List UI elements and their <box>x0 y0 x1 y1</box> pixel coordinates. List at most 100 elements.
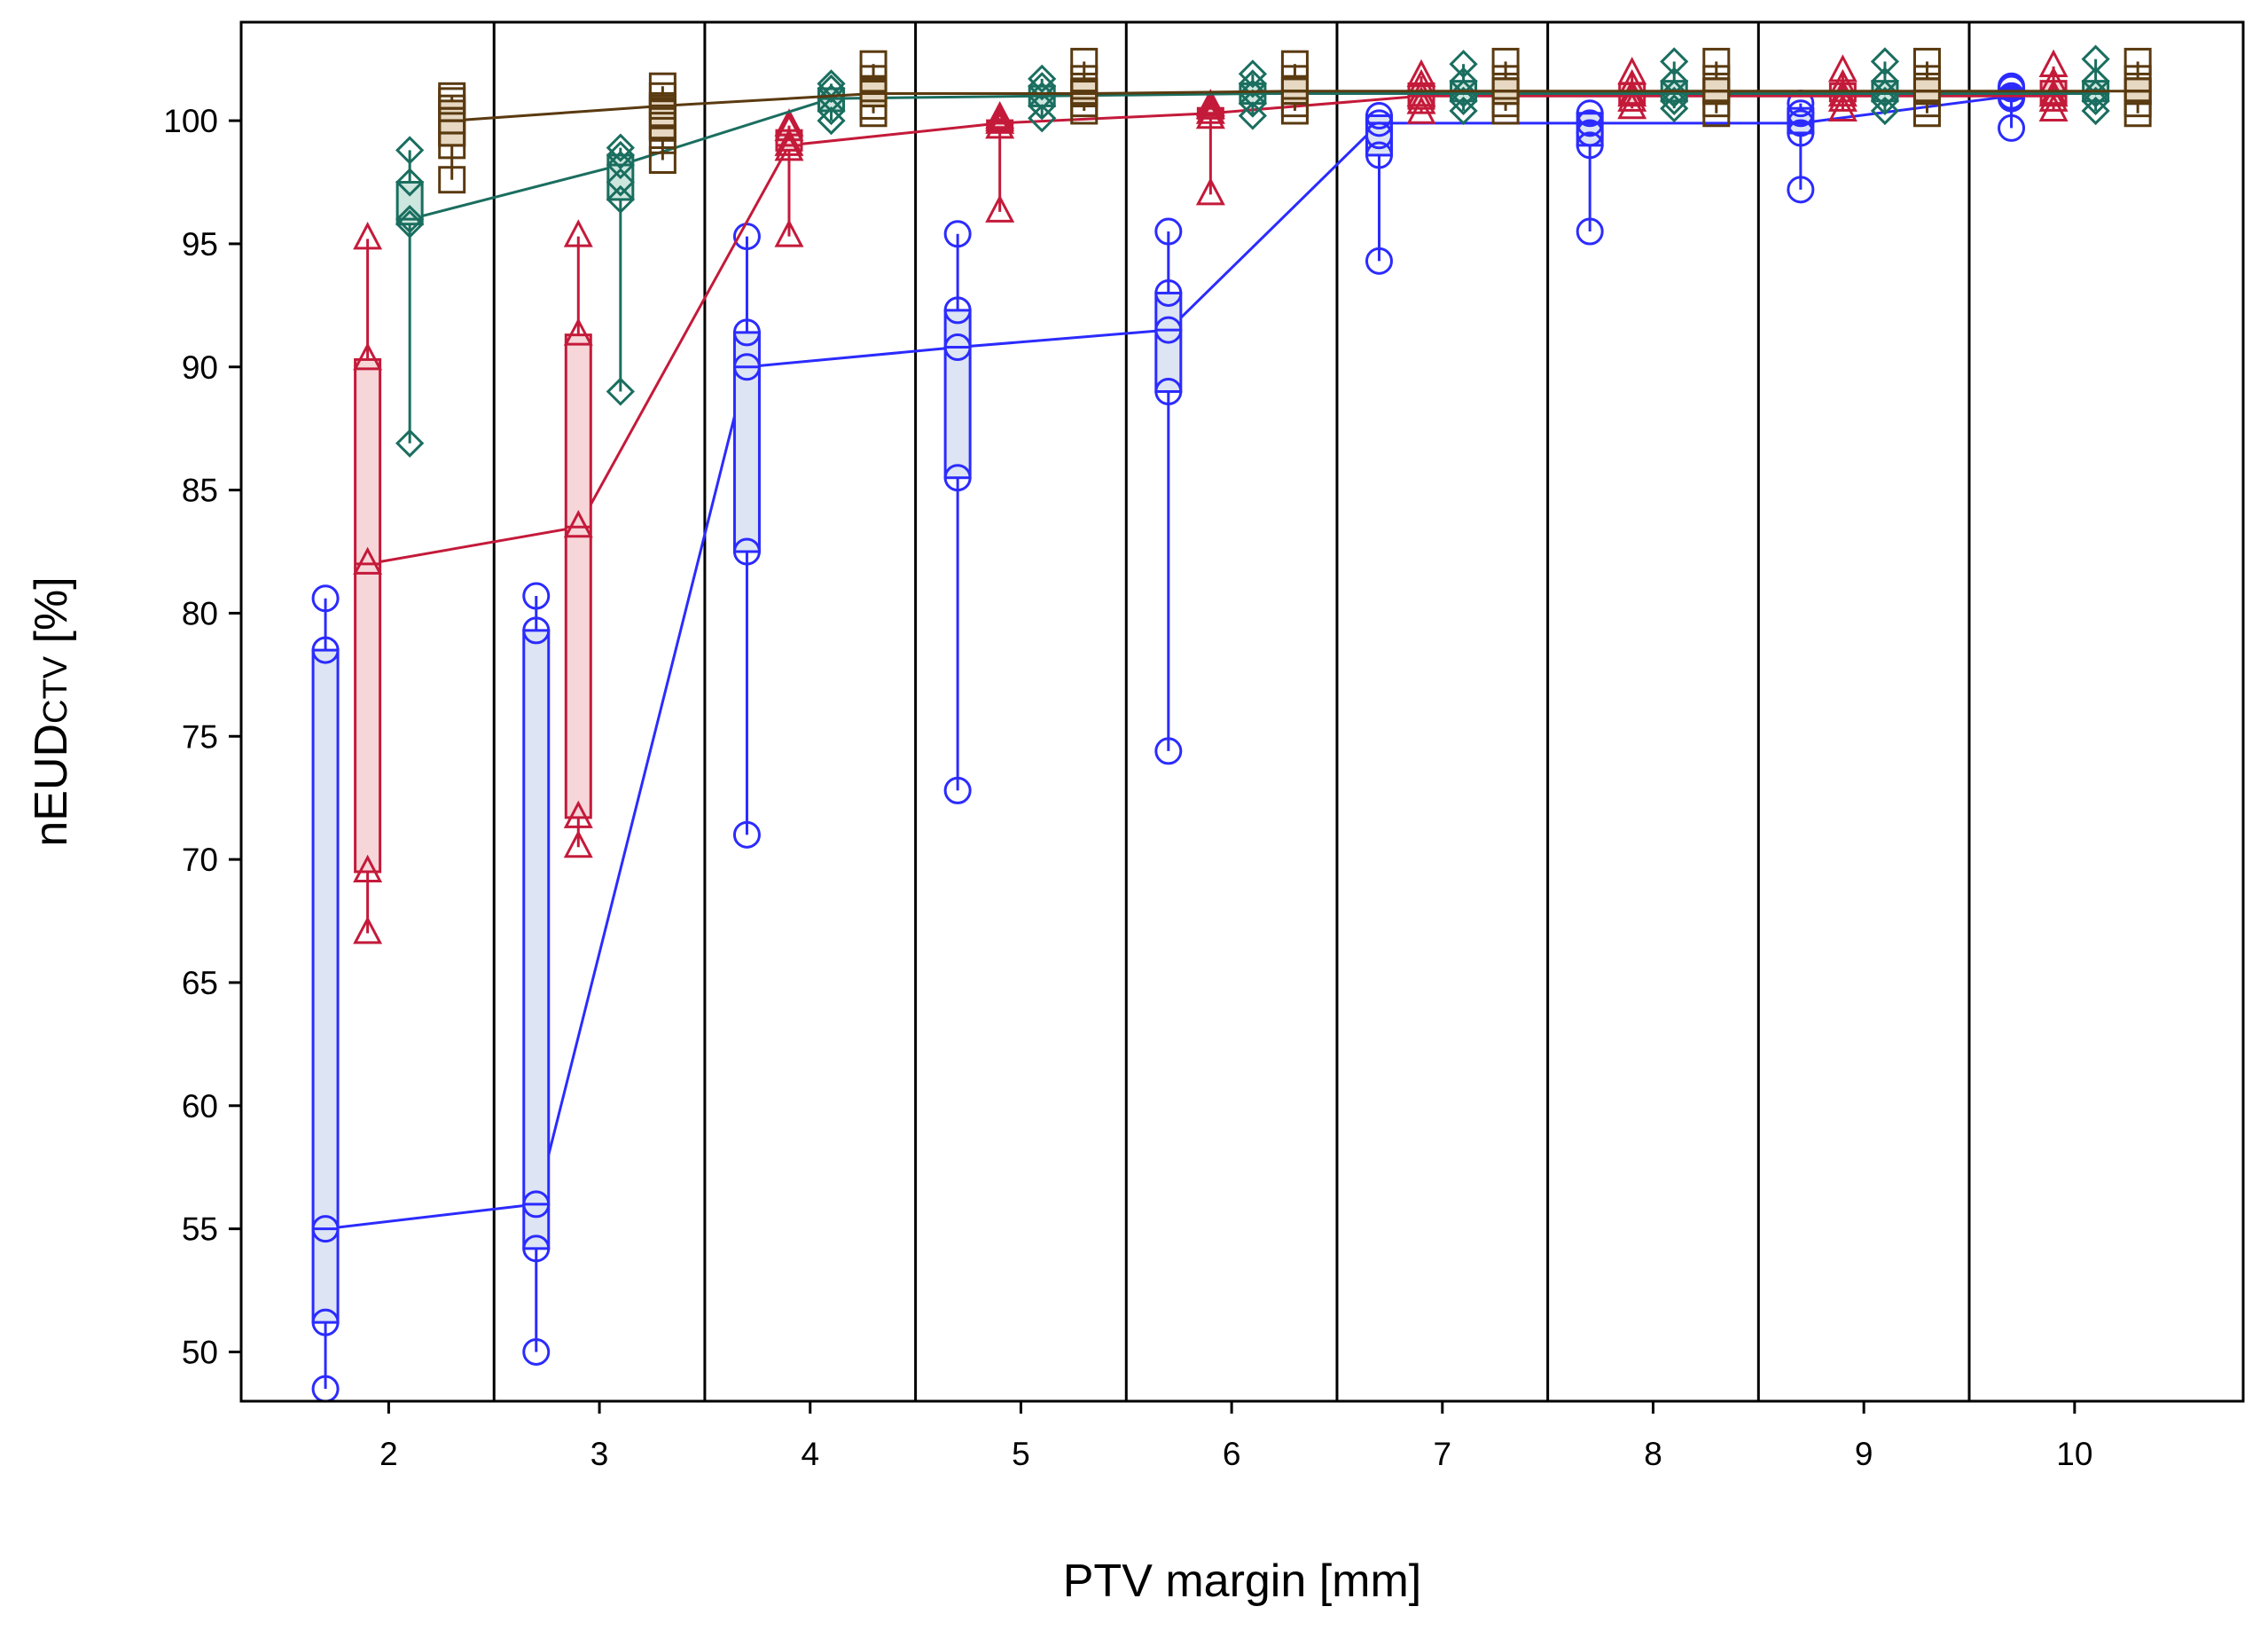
triangle-marker <box>985 100 1015 129</box>
y-axis-title-main: nEUD <box>26 724 77 847</box>
x-axis-title: PTV margin [mm] <box>1063 1556 1422 1607</box>
triangle-marker <box>774 108 804 137</box>
triangle-marker <box>1195 177 1225 206</box>
x-tick-label: 7 <box>1434 1436 1452 1472</box>
diamond-marker <box>1660 47 1689 76</box>
square-marker <box>1491 47 1520 75</box>
y-tick-label: 95 <box>182 226 218 263</box>
y-tick-label: 70 <box>182 842 218 878</box>
circle-marker <box>1787 119 1815 147</box>
square-marker <box>2123 47 2152 75</box>
triangle-marker <box>563 800 593 828</box>
diamond-marker <box>817 74 846 104</box>
triangle-marker <box>353 342 383 371</box>
circle-marker <box>311 1308 340 1336</box>
box <box>311 648 340 1324</box>
triangle-marker <box>1406 86 1436 114</box>
square-marker <box>2123 65 2152 93</box>
plot-frame <box>239 20 2245 1403</box>
box <box>395 180 424 226</box>
diamond-marker <box>1028 64 1057 93</box>
triangle-marker <box>774 128 804 156</box>
square-marker <box>859 80 888 108</box>
circle-marker <box>522 1190 551 1219</box>
circle-marker <box>522 582 551 610</box>
circle-marker <box>1365 121 1393 150</box>
x-tick-label: 5 <box>1012 1436 1030 1472</box>
diamond-marker <box>1449 50 1478 79</box>
circle-marker <box>943 220 972 248</box>
y-axis-title: nEUDCTV [%] <box>26 576 77 846</box>
triangle-marker <box>353 854 383 882</box>
x-tick-label: 10 <box>2056 1436 2092 1472</box>
diamond-marker <box>1870 67 1900 96</box>
triangle-marker <box>985 194 1015 223</box>
square-marker <box>1280 50 1309 78</box>
circle-marker <box>1998 114 2026 142</box>
y-tick-label: 80 <box>182 595 218 631</box>
square-marker <box>648 72 676 100</box>
x-tick-label: 4 <box>801 1436 819 1472</box>
triangle-marker <box>353 222 383 250</box>
y-tick-label: 65 <box>182 965 218 1001</box>
triangle-marker <box>1195 96 1225 124</box>
box <box>522 629 551 1250</box>
x-tick-label: 8 <box>1644 1436 1662 1472</box>
triangle-marker <box>1195 89 1225 117</box>
triangle-marker <box>1617 56 1647 85</box>
square-marker <box>1070 47 1099 75</box>
triangle-marker <box>1406 59 1436 88</box>
x-axis: 2 3 4 5 6 7 8 9 10 <box>379 1401 2092 1472</box>
diamond-marker <box>2081 44 2110 74</box>
box <box>732 331 761 553</box>
diamond-marker <box>606 168 635 197</box>
triangle-marker <box>774 219 804 247</box>
data-marks <box>311 44 2152 1403</box>
circle-marker <box>1576 131 1604 160</box>
square-marker <box>1702 47 1731 75</box>
triangle-marker <box>1406 96 1436 124</box>
circle-marker <box>732 318 761 347</box>
triangle-marker <box>1406 68 1436 98</box>
y-tick-label: 75 <box>182 718 218 755</box>
circle-marker <box>732 820 761 849</box>
circle-marker <box>1365 141 1393 169</box>
triangle-marker <box>2038 49 2069 77</box>
circle-marker <box>732 353 761 381</box>
triangle-marker <box>563 509 593 538</box>
series-square <box>438 47 2152 194</box>
circle-marker <box>1365 109 1393 137</box>
circle-marker <box>311 1215 340 1243</box>
y-tick-label: 100 <box>163 103 218 139</box>
triangle-marker <box>774 133 804 161</box>
circle-marker <box>1576 217 1604 246</box>
square-marker <box>438 82 466 110</box>
y-axis-title-space <box>26 643 77 655</box>
circle-marker <box>943 296 972 325</box>
triangle-marker <box>1617 83 1647 112</box>
circle-marker <box>1365 247 1393 275</box>
triangle-marker <box>1827 68 1857 98</box>
diamond-marker <box>395 205 425 234</box>
square-marker <box>1280 65 1309 93</box>
diamond-marker <box>1870 47 1900 76</box>
triangle-marker <box>353 546 383 575</box>
square-marker <box>438 166 466 194</box>
triangle-marker <box>353 916 383 944</box>
diamond-marker <box>1449 67 1478 96</box>
square-marker <box>1070 65 1099 93</box>
circle-marker <box>943 776 972 804</box>
circle-marker <box>1365 102 1393 130</box>
circle-marker <box>1154 316 1183 344</box>
square-marker <box>859 65 888 93</box>
circle-marker <box>522 1234 551 1263</box>
diamond-marker <box>1028 104 1057 133</box>
y-tick-label: 60 <box>182 1088 218 1125</box>
diamond-marker <box>2081 67 2110 96</box>
square-marker <box>859 50 888 78</box>
diamond-marker <box>606 377 635 406</box>
diamond-marker <box>1238 59 1268 89</box>
